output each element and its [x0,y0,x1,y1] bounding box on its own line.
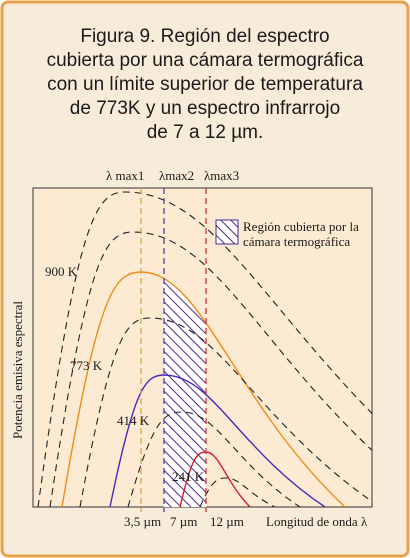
curve-label: 900 K [45,264,78,279]
bottom-label: 7 µm [170,514,197,529]
curve-label: 773 K [70,358,103,373]
legend-text: cámara termográfica [243,234,350,249]
bottom-label: 12 µm [210,514,244,529]
title-line: cubierta por una cámara termográfica [47,50,364,71]
curve-label: 414 K [117,413,150,428]
emission-curve [127,411,301,507]
emission-curve [49,231,372,507]
title-line: con un límite superior de temperatura [47,74,363,95]
title-line: de 773K y un espectro infrarrojo [70,98,340,119]
emission-curve [79,317,372,507]
top-label: λ max1 [106,168,144,183]
title-line: Figura 9. Región del espectro [80,26,329,47]
title-line: de 7 a 12 µm. [147,122,264,143]
curve-label: 241 K [172,469,205,484]
y-axis-label: Potencia emisiva espectral [10,301,25,439]
legend-swatch [215,219,239,245]
covered-region [164,278,206,507]
curves [37,191,372,507]
legend-text: Región cubierta por la [243,219,359,234]
x-axis-label: Longitud de onda λ [266,514,368,529]
top-label: λmax3 [204,168,239,183]
emission-curve [109,374,326,507]
emission-curve [37,191,372,507]
top-label: λmax2 [159,168,194,183]
bottom-label: 3,5 µm [124,514,161,529]
emission-curve [199,477,276,507]
